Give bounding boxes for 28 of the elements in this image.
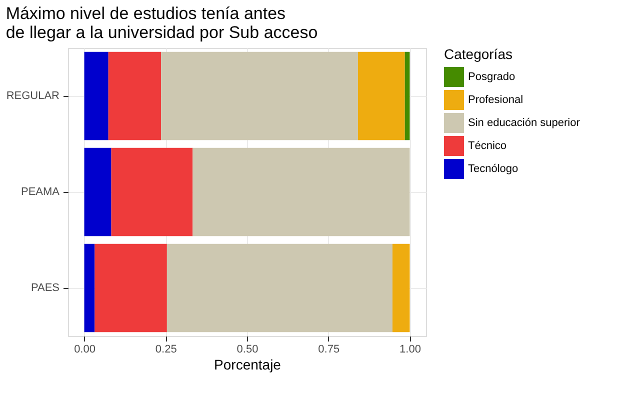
legend-label: Tecnólogo [468,163,518,175]
y-tick-label: PAES [30,282,60,294]
bar [358,52,405,140]
bar [84,148,112,236]
legend-label: Técnico [468,140,507,152]
bar [108,52,162,140]
legend-label: Profesional [468,94,524,106]
x-tick-label: 0.25 [155,344,177,356]
legend-label: Posgrado [468,71,516,83]
x-tick-label: 0.75 [318,344,340,356]
x-tick-label: 0.00 [74,344,96,356]
bar [192,148,410,236]
bar [84,52,108,140]
legend-label: Sin educación superior [468,117,580,129]
y-tick-label: PEAMA [20,186,60,198]
x-axis-title: Porcentaje [214,356,282,372]
bar [404,52,410,140]
bar [161,52,358,140]
bar [166,244,392,332]
bar [392,244,410,332]
x-tick-label: 1.00 [400,344,421,356]
bar [94,244,167,332]
legend-title: Categorías [444,46,512,62]
x-tick-label: 0.50 [236,344,258,356]
bar [111,148,193,236]
chart-title: Máximo nivel de estudios tenía antes de llegar a la universidad por Sub acceso [6,4,318,42]
y-tick-label: REGULAR [6,90,60,102]
bar [84,244,95,332]
